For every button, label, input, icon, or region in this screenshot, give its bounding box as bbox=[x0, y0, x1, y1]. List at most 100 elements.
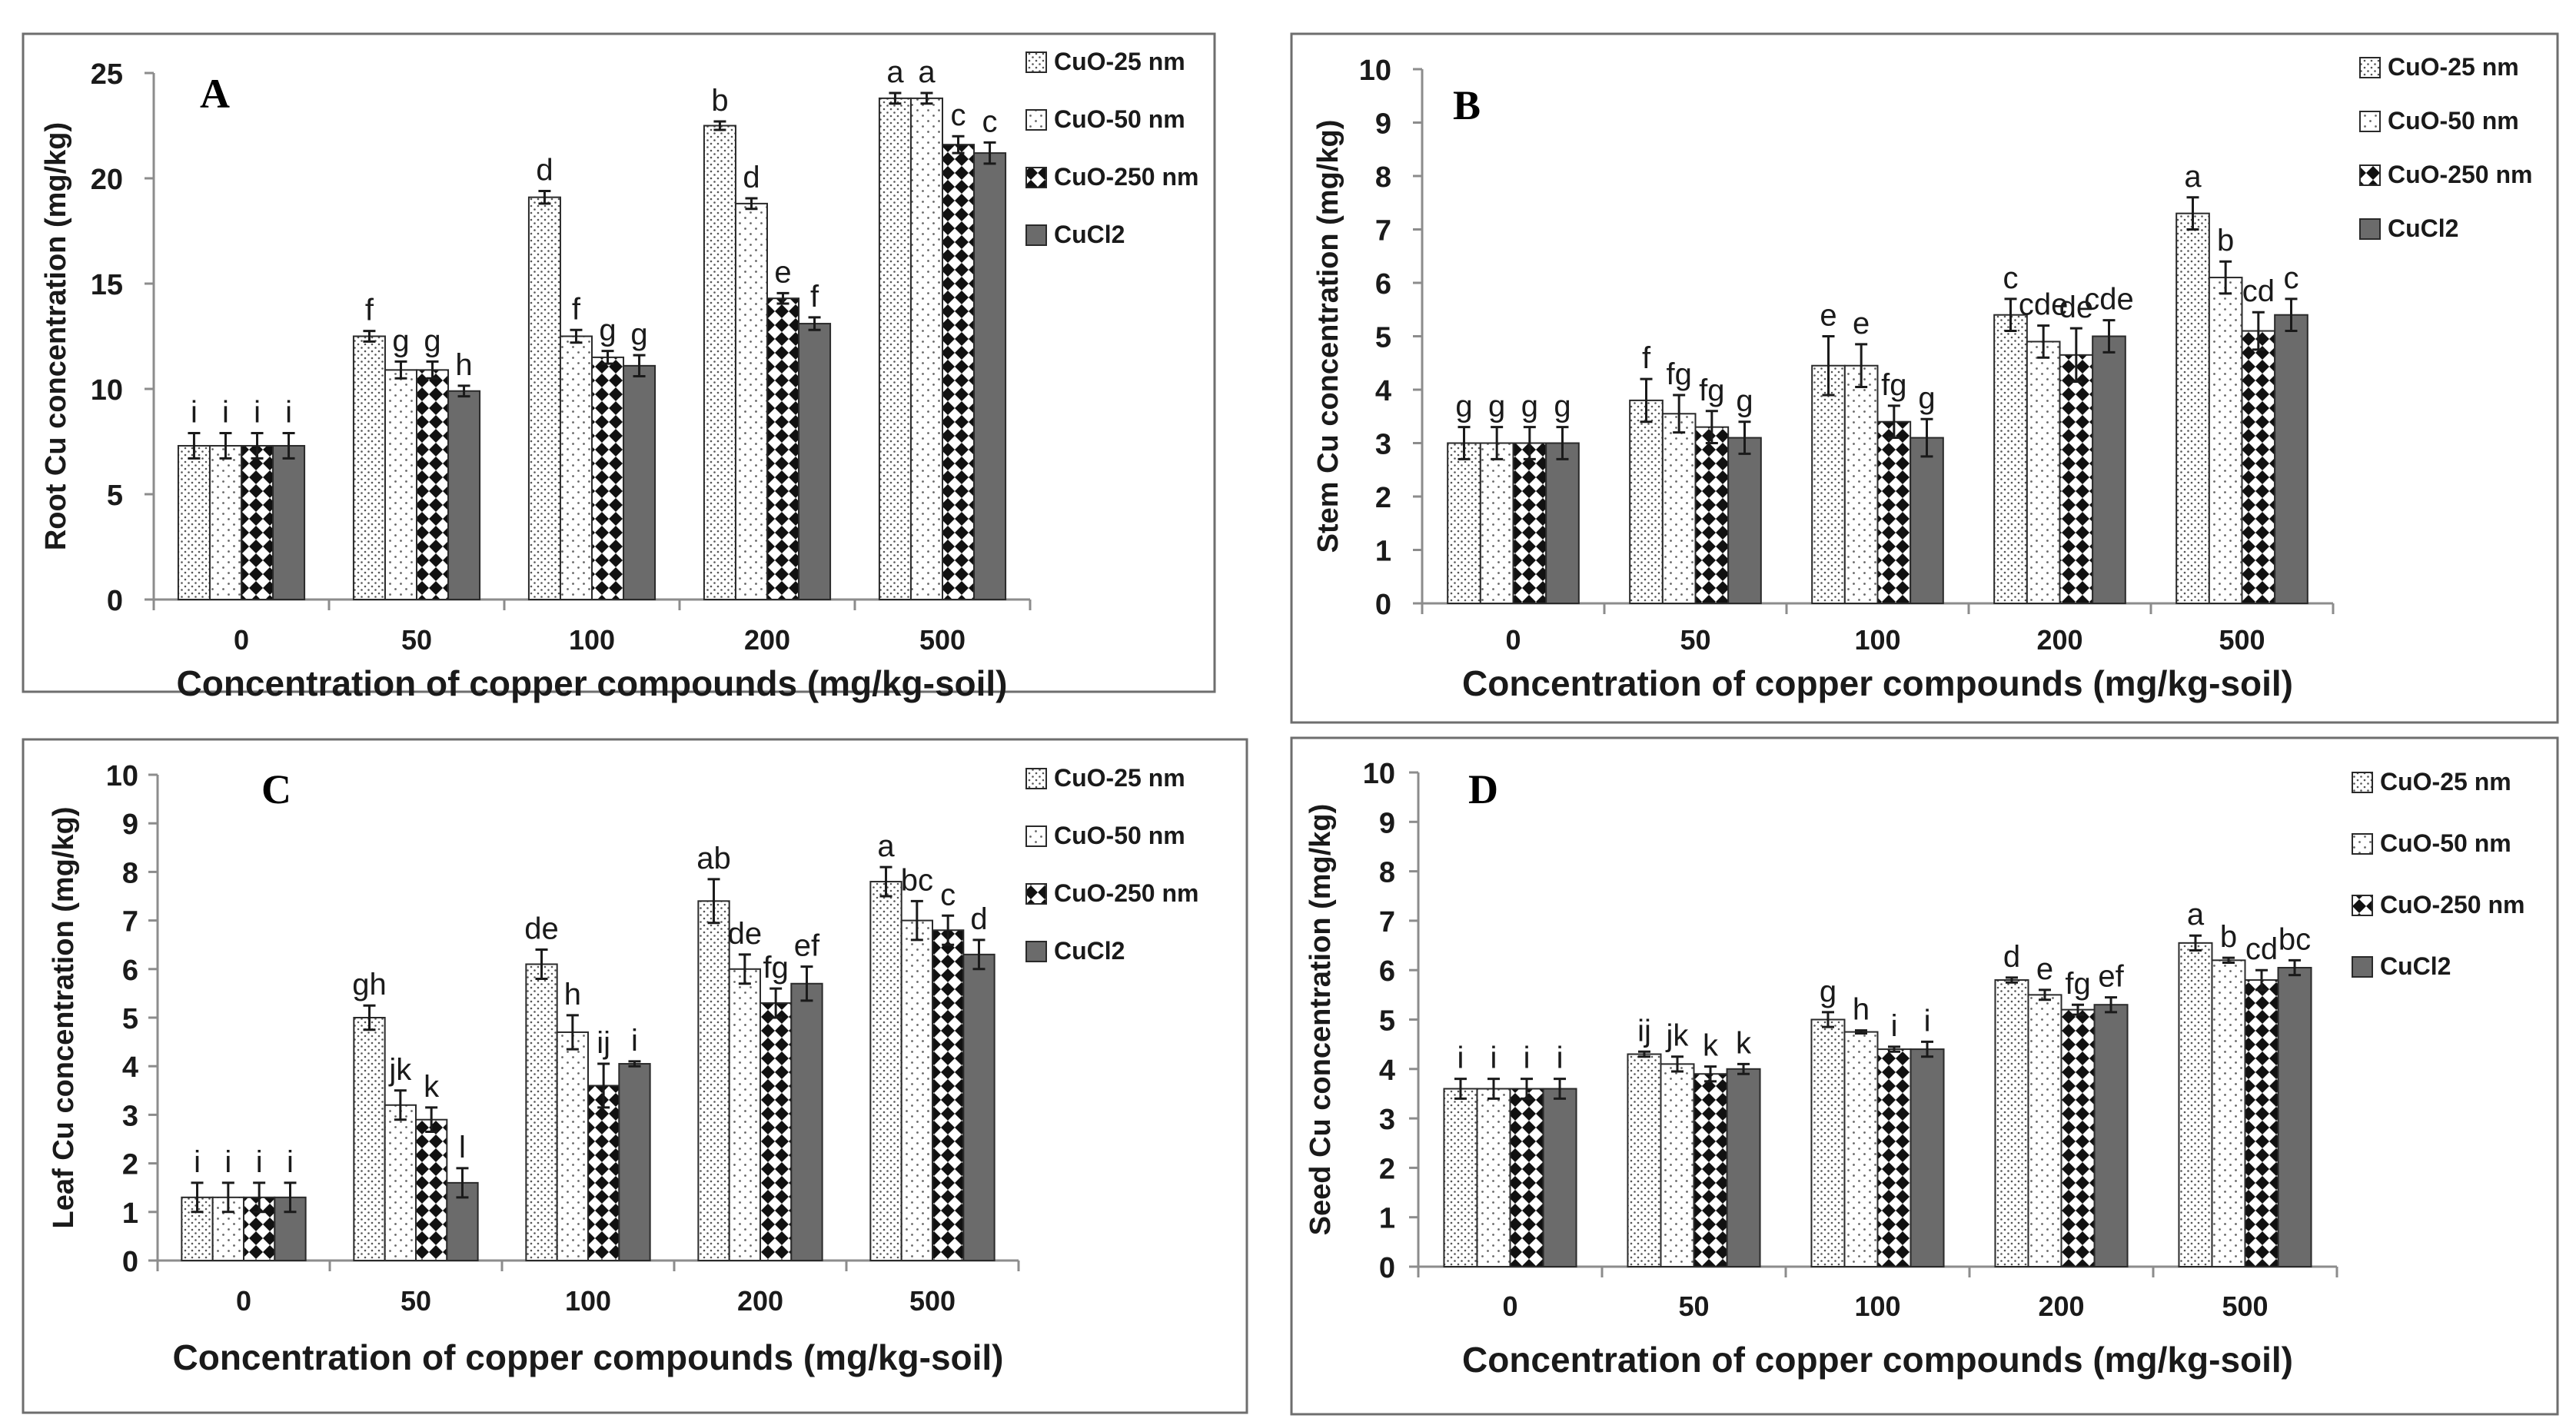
bar bbox=[353, 1017, 386, 1261]
significance-letter: ij bbox=[597, 1026, 610, 1060]
significance-letter: d bbox=[536, 153, 553, 187]
y-tick-label: 1 bbox=[1379, 1203, 1395, 1235]
y-axis-title: Seed Cu concentration (mg/kg) bbox=[1305, 804, 1337, 1236]
y-tick-label: 2 bbox=[1375, 482, 1391, 514]
y-axis-title: Leaf Cu concentration (mg/kg) bbox=[48, 807, 80, 1229]
significance-letter: fg bbox=[1881, 368, 1906, 402]
significance-letter: de bbox=[728, 917, 763, 951]
bar bbox=[177, 444, 211, 600]
significance-letter: fg bbox=[1666, 357, 1691, 391]
legend-swatch bbox=[2359, 111, 2381, 132]
bar bbox=[591, 356, 625, 600]
significance-letter: i bbox=[1924, 1004, 1931, 1038]
x-tick-label: 200 bbox=[2038, 1290, 2084, 1322]
significance-letter: i bbox=[287, 1145, 294, 1179]
bar bbox=[1727, 437, 1762, 604]
legend-label: CuO-250 nm bbox=[2380, 891, 2524, 918]
significance-letter: a bbox=[918, 55, 936, 89]
bar bbox=[272, 444, 306, 600]
x-tick-label: 0 bbox=[234, 624, 249, 656]
x-tick-label: 200 bbox=[744, 624, 790, 656]
legend-swatch bbox=[1025, 109, 1047, 131]
y-tick-label: 0 bbox=[122, 1246, 138, 1278]
x-tick-label: 500 bbox=[2222, 1290, 2268, 1322]
significance-letter: d bbox=[970, 902, 987, 936]
significance-letter: cd bbox=[2245, 932, 2278, 966]
bar bbox=[1509, 1088, 1544, 1268]
x-tick-label: 500 bbox=[919, 624, 966, 656]
significance-letter: f bbox=[1642, 341, 1651, 375]
bar bbox=[697, 900, 730, 1261]
significance-letter: g bbox=[424, 324, 440, 357]
significance-letter: a bbox=[2184, 160, 2202, 194]
significance-letter: a bbox=[877, 829, 895, 863]
x-tick-label: 100 bbox=[569, 624, 615, 656]
legend-label: CuCl2 bbox=[1054, 937, 1125, 965]
significance-letter: g bbox=[630, 317, 647, 351]
bar bbox=[1545, 442, 1580, 604]
significance-letter: e bbox=[2036, 952, 2053, 986]
significance-letter: g bbox=[1455, 390, 1472, 424]
significance-letter: l bbox=[459, 1131, 466, 1164]
significance-letter: bc bbox=[2279, 922, 2311, 956]
significance-letter: i bbox=[1557, 1041, 1564, 1075]
x-axis-title: Concentration of copper compounds (mg/kg… bbox=[177, 663, 1008, 703]
significance-letter: cde bbox=[2084, 283, 2134, 317]
bar bbox=[1843, 1031, 1879, 1267]
bar bbox=[556, 1031, 589, 1261]
bar bbox=[527, 196, 561, 601]
y-tick-label: 4 bbox=[1375, 375, 1391, 407]
y-tick-label: 4 bbox=[1379, 1055, 1395, 1087]
significance-letter: ij bbox=[1637, 1014, 1651, 1048]
bar bbox=[1876, 420, 1912, 605]
legend-label: CuO-250 nm bbox=[1054, 879, 1198, 907]
bar bbox=[1542, 1088, 1577, 1268]
legend-swatch bbox=[2359, 218, 2381, 240]
y-tick-label: 5 bbox=[122, 1003, 138, 1035]
y-tick-label: 2 bbox=[1379, 1153, 1395, 1185]
x-tick-label: 100 bbox=[1854, 1290, 1900, 1322]
y-tick-label: 0 bbox=[1379, 1252, 1395, 1284]
bar bbox=[2211, 959, 2246, 1267]
x-axis-title: Concentration of copper compounds (mg/kg… bbox=[173, 1337, 1004, 1377]
legend-label: CuO-250 nm bbox=[1054, 163, 1198, 191]
y-tick-label: 15 bbox=[91, 269, 123, 301]
legend-label: CuO-50 nm bbox=[2380, 829, 2511, 857]
significance-letter: c bbox=[940, 878, 956, 912]
significance-letter: i bbox=[224, 1145, 231, 1179]
bar bbox=[790, 982, 823, 1261]
significance-letter: c bbox=[2003, 261, 2019, 295]
x-tick-label: 200 bbox=[2036, 624, 2082, 656]
bar bbox=[2277, 966, 2312, 1267]
significance-letter: fg bbox=[2065, 967, 2090, 1001]
y-tick-label: 3 bbox=[122, 1100, 138, 1132]
y-tick-label: 5 bbox=[1379, 1005, 1395, 1038]
bar bbox=[962, 953, 995, 1261]
significance-letter: c bbox=[951, 98, 966, 132]
bar bbox=[1910, 1048, 1945, 1267]
bar bbox=[2244, 979, 2279, 1268]
y-tick-label: 10 bbox=[1359, 55, 1391, 87]
x-tick-label: 0 bbox=[1502, 1290, 1517, 1322]
bar bbox=[384, 1104, 417, 1262]
significance-letter: jk bbox=[388, 1053, 412, 1087]
bar bbox=[942, 144, 976, 601]
bar bbox=[384, 369, 417, 600]
x-tick-label: 100 bbox=[1854, 624, 1900, 656]
significance-letter: i bbox=[631, 1024, 638, 1058]
y-tick-label: 1 bbox=[122, 1197, 138, 1230]
x-tick-label: 200 bbox=[737, 1285, 783, 1317]
bar bbox=[352, 335, 386, 600]
bar bbox=[1629, 399, 1664, 605]
y-tick-label: 25 bbox=[91, 58, 123, 91]
significance-letter: de bbox=[2059, 291, 2094, 324]
significance-letter: d bbox=[2003, 940, 2020, 974]
bar bbox=[760, 1002, 793, 1262]
x-tick-label: 100 bbox=[565, 1285, 611, 1317]
panel-letter: C bbox=[261, 766, 291, 812]
significance-letter: a bbox=[886, 55, 904, 89]
y-tick-label: 1 bbox=[1375, 536, 1391, 568]
bar bbox=[2059, 354, 2094, 604]
